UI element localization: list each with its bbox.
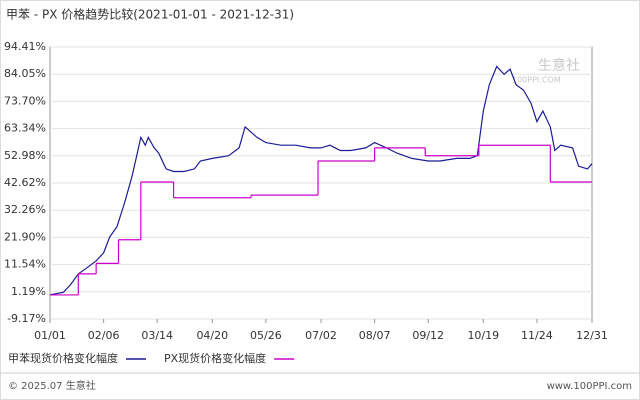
y-tick-label: 73.70% — [4, 94, 46, 107]
y-tick-label: 94.41% — [4, 40, 46, 53]
x-tick-label: 08/07 — [359, 329, 391, 342]
x-tick-label: 07/02 — [305, 329, 337, 342]
x-tick-label: 11/24 — [521, 329, 553, 342]
watermark-sub: 100PPI.COM — [512, 76, 561, 85]
legend-label: PX现货价格变化幅度 — [164, 351, 266, 365]
y-tick-label: 32.26% — [4, 203, 46, 216]
series-line — [49, 65, 593, 296]
watermark: 生意社 — [538, 57, 580, 74]
footer-right: www.100PPI.com — [547, 381, 632, 392]
x-tick-label: 09/12 — [412, 329, 444, 342]
y-tick-label: 11.54% — [4, 258, 46, 271]
x-tick-label: 05/26 — [250, 329, 282, 342]
x-tick-label: 04/20 — [196, 329, 228, 342]
y-tick-label: 52.98% — [4, 149, 46, 162]
y-tick-label: 21.90% — [4, 230, 46, 243]
y-tick-label: 84.05% — [4, 67, 46, 80]
chart-title: 甲苯 - PX 价格趋势比较(2021-01-01 - 2021-12-31) — [6, 7, 294, 22]
y-tick-label: 42.62% — [4, 176, 46, 189]
legend-label: 甲苯现货价格变化幅度 — [8, 351, 118, 365]
y-tick-label: 1.19% — [11, 285, 46, 298]
x-tick-label: 12/31 — [576, 329, 608, 342]
x-tick-label: 02/06 — [88, 329, 120, 342]
footer-left: © 2025.07 生意社 — [8, 379, 96, 392]
y-tick-label: -9.17% — [7, 312, 46, 325]
x-tick-label: 01/01 — [34, 329, 66, 342]
y-tick-label: 63.34% — [4, 122, 46, 135]
x-tick-label: 10/19 — [467, 329, 499, 342]
x-tick-label: 03/14 — [141, 329, 173, 342]
